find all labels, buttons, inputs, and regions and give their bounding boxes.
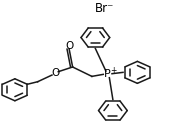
Text: P: P bbox=[104, 69, 111, 79]
Text: +: + bbox=[110, 66, 116, 75]
Text: Br⁻: Br⁻ bbox=[94, 2, 114, 15]
Text: O: O bbox=[66, 41, 74, 51]
Text: O: O bbox=[51, 68, 59, 78]
